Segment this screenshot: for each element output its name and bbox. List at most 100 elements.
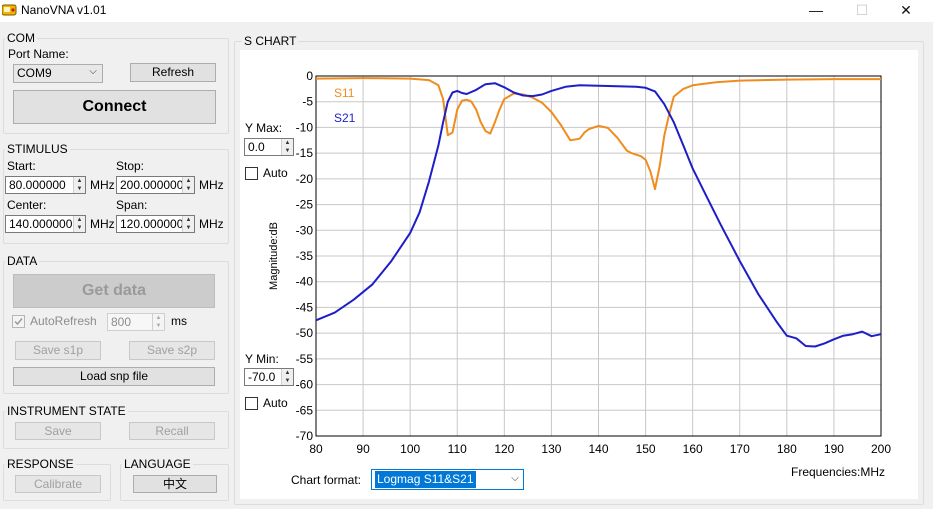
x-tick-label: 80 (309, 442, 323, 456)
port-name-select[interactable]: COM9 (13, 64, 103, 83)
y-tick-label: -15 (296, 146, 314, 160)
plot-border (315, 75, 882, 437)
s-chart-group (234, 41, 924, 505)
nanovna-app-icon (1, 2, 18, 16)
chart-format-value: Logmag S11&S21 (375, 471, 476, 488)
load-snp-file-button[interactable]: Load snp file (13, 367, 215, 386)
ymax-auto-checkbox[interactable] (245, 167, 258, 180)
close-icon[interactable]: ✕ (900, 2, 912, 18)
span-spinner[interactable]: ▲ ▼ (182, 216, 194, 232)
port-name-value: COM9 (17, 66, 52, 80)
checkmark-icon (14, 318, 23, 326)
y-tick-label: -35 (296, 249, 314, 263)
x-tick-label: 200 (871, 442, 891, 456)
start-spinner[interactable]: ▲ ▼ (73, 177, 85, 193)
language-button[interactable]: 中文 (133, 475, 217, 493)
span-frequency-value: 120.000000 (120, 217, 184, 231)
ymax-label: Y Max: (245, 121, 283, 135)
title-bar[interactable] (0, 0, 933, 22)
stop-frequency-input[interactable]: 200.000000 (116, 176, 195, 194)
chart-legend: S11 S21 (334, 86, 356, 125)
frequencies-axis-label: Frequencies:MHz (791, 465, 886, 479)
refresh-button[interactable]: Refresh (130, 63, 216, 82)
refresh-interval-unit: ms (171, 314, 187, 328)
minimize-icon[interactable]: — (809, 2, 823, 18)
start-unit: MHz (90, 178, 115, 192)
chart-series (315, 77, 882, 348)
stimulus-group (3, 149, 229, 244)
save-s1p-button[interactable]: Save s1p (15, 341, 101, 360)
ymin-label: Y Min: (245, 352, 279, 366)
series-line-s21 (315, 82, 882, 348)
y-tick-label: -60 (296, 378, 314, 392)
get-data-button[interactable]: Get data (13, 274, 215, 308)
stop-label: Stop: (116, 159, 145, 173)
y-tick-label: -55 (296, 352, 314, 366)
ymin-auto-checkbox[interactable] (245, 397, 258, 410)
x-tick-label: 160 (683, 442, 703, 456)
autorefresh-label: AutoRefresh (30, 314, 97, 328)
x-tick-label: 130 (541, 442, 561, 456)
save-state-button[interactable]: Save (15, 422, 101, 440)
center-frequency-input[interactable]: 140.000000 (5, 215, 86, 233)
connect-button[interactable]: Connect (13, 90, 216, 124)
series-line-s11 (315, 77, 881, 191)
x-tick-label: 140 (588, 442, 608, 456)
y-tick-label: -40 (296, 275, 314, 289)
legend-entry-s21: S21 (334, 111, 356, 125)
y-axis-label: Magnitude:dB (268, 222, 280, 290)
center-frequency-value: 140.000000 (9, 217, 73, 231)
data-group-title: DATA (5, 254, 40, 268)
start-frequency-input[interactable]: 80.000000 (5, 176, 86, 194)
chart-grid (315, 75, 882, 437)
chart-panel (240, 50, 918, 499)
stop-unit: MHz (199, 178, 224, 192)
save-s2p-button[interactable]: Save s2p (129, 341, 215, 360)
x-tick-label: 150 (636, 442, 656, 456)
span-frequency-input[interactable]: 120.000000 (116, 215, 195, 233)
ymin-auto-label: Auto (263, 396, 288, 410)
autorefresh-checkbox[interactable] (12, 315, 25, 328)
y-tick-label: -65 (296, 403, 314, 417)
recall-state-button[interactable]: Recall (129, 422, 215, 440)
x-tick-label: 110 (448, 442, 467, 456)
y-tick-label: -5 (302, 95, 313, 109)
window-title: NanoVNA v1.01 (21, 3, 107, 17)
language-title: LANGUAGE (122, 457, 193, 471)
ymax-spinner[interactable]: ▲ ▼ (281, 139, 293, 155)
chart-format-label: Chart format: (291, 473, 362, 487)
maximize-icon[interactable]: ☐ (855, 2, 869, 18)
data-group (3, 261, 229, 394)
y-tick-label: -50 (296, 326, 314, 340)
com-group-title: COM (5, 31, 37, 45)
s-chart-title: S CHART (242, 34, 299, 48)
x-tick-label: 100 (400, 442, 420, 456)
chevron-down-icon: ⌵ (89, 66, 97, 77)
ymax-auto-label: Auto (263, 166, 288, 180)
span-unit: MHz (199, 217, 224, 231)
ymax-value: 0.0 (248, 140, 265, 154)
x-tick-label: 170 (730, 442, 750, 456)
x-tick-label: 90 (356, 442, 370, 456)
stop-spinner[interactable]: ▲ ▼ (182, 177, 194, 193)
ymin-value: -70.0 (248, 370, 276, 384)
center-label: Center: (7, 198, 47, 212)
port-name-label: Port Name: (8, 47, 69, 61)
calibrate-button[interactable]: Calibrate (15, 475, 101, 493)
legend-entry-s11: S11 (334, 86, 355, 100)
ymin-spinner[interactable]: ▲ ▼ (281, 369, 293, 385)
y-tick-label: -20 (296, 172, 314, 186)
y-tick-label: -45 (296, 300, 314, 314)
chart-format-select[interactable]: Logmag S11&S21 (371, 469, 524, 490)
instrument-state-title: INSTRUMENT STATE (5, 404, 128, 418)
refresh-interval-input[interactable]: 800 (107, 313, 165, 331)
center-spinner[interactable]: ▲ ▼ (73, 216, 85, 232)
chart-tick-labels: 80 90 100 110 120 130 140 150 160 170 180 190 200 0 -5… (296, 69, 892, 456)
x-tick-label: 120 (494, 442, 514, 456)
x-tick-label: 190 (824, 442, 844, 456)
refresh-interval-spinner[interactable]: ▲ ▼ (152, 314, 164, 330)
span-label: Span: (116, 198, 148, 212)
center-unit: MHz (90, 217, 115, 231)
stimulus-group-title: STIMULUS (5, 142, 70, 156)
